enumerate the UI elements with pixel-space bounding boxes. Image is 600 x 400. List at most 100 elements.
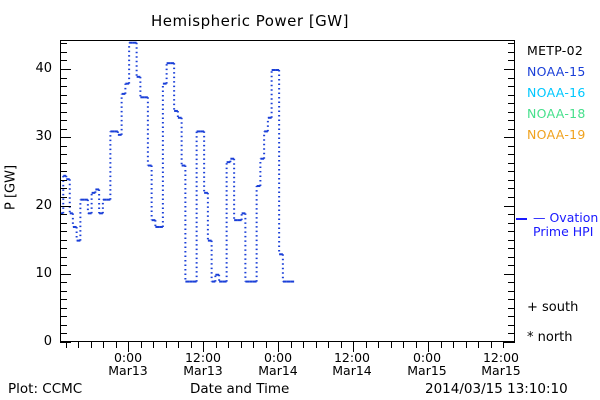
x-tick-date: Mar14	[258, 363, 298, 378]
ovation-legend-dash	[516, 218, 527, 220]
y-tick-label: 20	[35, 197, 52, 213]
x-tick-label: 0:00 Mar13	[83, 351, 173, 377]
x-tick	[91, 342, 92, 348]
y-tick-right	[508, 128, 515, 130]
x-tick	[78, 342, 79, 348]
y-tick-right	[508, 299, 515, 301]
y-tick	[60, 137, 71, 139]
y-tick-right	[504, 273, 515, 275]
x-tick	[66, 342, 67, 348]
y-axis-title: P [GW]	[3, 164, 19, 211]
y-tick-right	[508, 171, 515, 173]
plot-credit: Plot: CCMC	[8, 381, 83, 397]
y-tick-right	[508, 103, 515, 105]
x-tick-time: 0:00	[263, 350, 293, 365]
y-tick	[60, 154, 67, 156]
y-tick-right	[508, 120, 515, 122]
x-tick	[316, 342, 317, 348]
x-tick	[478, 342, 479, 348]
y-tick	[60, 145, 67, 147]
y-tick-right	[508, 162, 515, 164]
x-tick	[428, 342, 429, 352]
x-tick-label: 12:00 Mar13	[158, 351, 248, 377]
y-tick	[60, 307, 67, 309]
y-tick	[60, 43, 67, 45]
y-tick	[60, 256, 67, 258]
x-tick-time: 12:00	[482, 350, 520, 365]
x-tick	[191, 342, 192, 348]
y-tick	[60, 103, 67, 105]
y-tick	[60, 94, 67, 96]
x-tick	[153, 342, 154, 348]
y-tick-label: 0	[43, 334, 52, 349]
legend-south: + south	[527, 300, 579, 315]
legend-north: * north	[527, 330, 573, 345]
y-tick-right	[508, 324, 515, 326]
ovation-legend-label: — Ovation Prime HPI	[533, 211, 598, 239]
x-tick	[241, 342, 242, 348]
x-tick-time: 0:00	[412, 350, 442, 365]
y-tick-right	[508, 333, 515, 335]
x-tick-time: 0:00	[113, 350, 143, 365]
x-tick	[453, 342, 454, 348]
x-tick-label: 12:00 Mar15	[456, 351, 546, 377]
data-plot-svg	[61, 41, 295, 283]
y-tick	[60, 188, 67, 190]
y-tick	[60, 299, 67, 301]
x-tick	[366, 342, 367, 348]
x-tick	[353, 342, 354, 352]
y-tick	[60, 205, 71, 207]
ovation-legend-line1: — Ovation	[533, 210, 599, 225]
x-tick-label: 0:00 Mar15	[382, 351, 472, 377]
y-tick-right	[508, 60, 515, 62]
y-tick	[60, 333, 67, 335]
y-tick	[60, 282, 67, 284]
ovation-legend-line2: Prime HPI	[533, 224, 594, 239]
y-tick-right	[508, 94, 515, 96]
x-tick	[491, 342, 492, 348]
y-tick	[60, 171, 67, 173]
y-tick	[60, 179, 67, 181]
y-tick	[60, 273, 71, 275]
y-tick	[60, 231, 67, 233]
y-tick	[60, 214, 67, 216]
y-tick-right	[508, 145, 515, 147]
y-tick	[60, 316, 67, 318]
x-tick	[253, 342, 254, 348]
y-tick	[60, 248, 67, 250]
x-tick-date: Mar15	[481, 363, 521, 378]
timestamp-label: 2014/03/15 13:10:10	[425, 381, 568, 397]
y-tick	[60, 77, 67, 79]
legend-item-noaa-18: NOAA-18	[527, 106, 586, 121]
y-tick-right	[508, 188, 515, 190]
x-tick	[503, 342, 504, 348]
x-tick-date: Mar15	[407, 363, 447, 378]
x-tick	[141, 342, 142, 348]
y-tick	[60, 51, 67, 53]
y-tick	[60, 60, 67, 62]
y-tick-right	[504, 205, 515, 207]
x-tick	[166, 342, 167, 348]
x-tick-label: 12:00 Mar14	[307, 351, 397, 377]
y-tick	[60, 111, 67, 113]
y-tick	[60, 120, 67, 122]
legend-item-metp-02: METP-02	[527, 43, 584, 58]
y-tick-right	[508, 231, 515, 233]
y-tick-right	[508, 179, 515, 181]
y-tick	[60, 222, 67, 224]
y-tick-right	[508, 86, 515, 88]
y-tick	[60, 342, 71, 343]
x-tick	[291, 342, 292, 348]
x-tick-label: 0:00 Mar14	[233, 351, 323, 377]
x-tick	[303, 342, 304, 348]
x-tick	[278, 342, 279, 352]
y-tick-right	[508, 111, 515, 113]
y-tick	[60, 265, 67, 267]
y-tick-right	[508, 214, 515, 216]
x-tick	[228, 342, 229, 348]
y-tick-right	[508, 196, 515, 198]
y-tick-right	[508, 307, 515, 309]
y-tick	[60, 128, 67, 130]
y-tick-right	[504, 137, 515, 139]
